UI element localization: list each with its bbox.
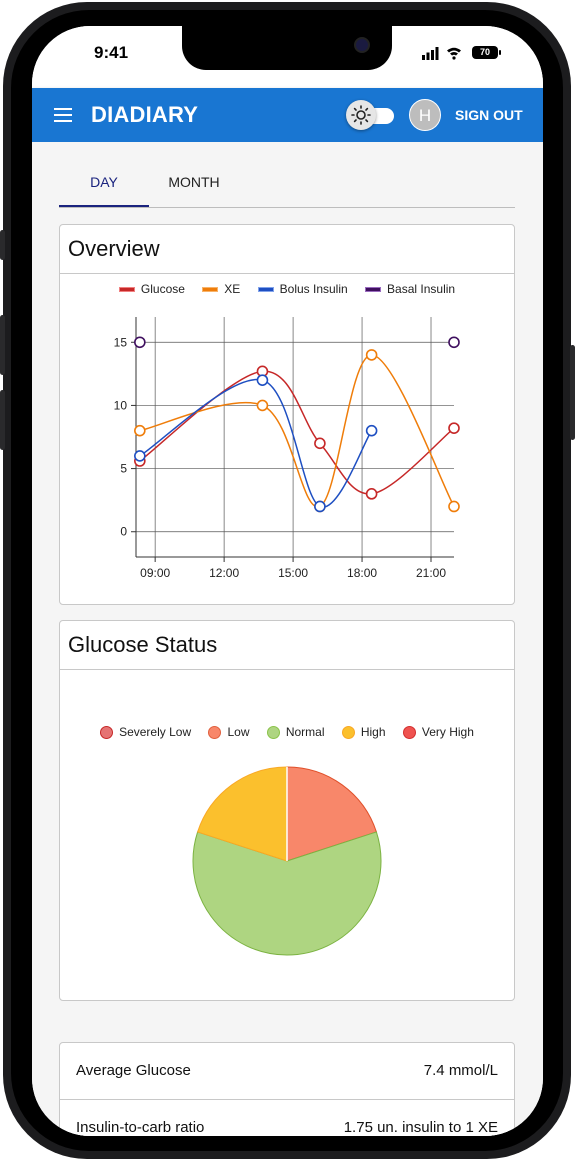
volume-down-button (0, 390, 5, 450)
x-tick-label: 09:00 (140, 566, 170, 580)
overview-line-chart: 09:00 12:00 15:00 18:00 21:00 0 5 10 15 (114, 317, 460, 580)
legend-item-normal[interactable]: Normal (266, 725, 325, 740)
tab-indicator (59, 205, 149, 207)
y-tick-label: 15 (114, 335, 128, 349)
pie-slice-normal[interactable] (192, 831, 382, 956)
stat-value: 7.4 mmol/L (423, 1062, 498, 1079)
series-line-bolus-insulin (139, 378, 373, 508)
stat-value: 1.75 un. insulin to 1 XE (343, 1119, 498, 1136)
data-point-glucose[interactable] (448, 422, 460, 434)
y-tick-label: 5 (120, 462, 127, 476)
sign-out-button[interactable]: SIGN OUT (455, 107, 523, 123)
stat-row-average-glucose: Average Glucose 7.4 mmol/L (60, 1043, 514, 1100)
front-camera-icon (354, 37, 370, 53)
legend-swatch (402, 726, 416, 740)
legend-label: High (360, 725, 386, 739)
power-button (570, 345, 575, 440)
series-line-xe (139, 354, 455, 508)
legend-swatch (365, 287, 382, 293)
x-tick-label: 21:00 (416, 566, 446, 580)
x-tick-label: 18:00 (347, 566, 377, 580)
data-point-glucose[interactable] (314, 437, 326, 450)
stat-row-insulin-to-carb-ratio: Insulin-to-carb ratio 1.75 un. insulin t… (60, 1100, 514, 1136)
legend-swatch (202, 287, 219, 293)
volume-up-button (0, 315, 5, 375)
legend-item-glucose[interactable]: Glucose (118, 282, 185, 296)
sun-icon (351, 105, 371, 125)
data-point-bolus-insulin[interactable] (134, 450, 146, 462)
legend-label: Normal (285, 725, 325, 739)
legend-swatch (341, 726, 355, 740)
y-tick-label: 10 (114, 398, 128, 412)
data-point-xe[interactable] (134, 424, 146, 437)
legend-label: Low (227, 725, 250, 739)
data-point-basal-insulin[interactable] (448, 336, 460, 349)
legend-item-severely-low[interactable]: Severely Low (100, 725, 192, 740)
menu-icon[interactable] (54, 108, 72, 122)
legend-item-basal-insulin[interactable]: Basal Insulin (365, 282, 455, 296)
view-tabs: DAY MONTH (59, 162, 515, 208)
legend-item-very-high[interactable]: Very High (402, 725, 474, 740)
app-title: DIADIARY (91, 102, 199, 127)
status-time: 9:41 (94, 43, 129, 62)
avatar[interactable]: H (409, 99, 441, 131)
legend-label: Bolus Insulin (279, 282, 348, 296)
data-point-xe[interactable] (365, 349, 378, 361)
legend-item-xe[interactable]: XE (202, 282, 240, 296)
stat-label: Insulin-to-carb ratio (76, 1119, 205, 1136)
tab-day[interactable]: DAY (90, 174, 118, 190)
data-point-bolus-insulin[interactable] (256, 374, 269, 386)
data-point-bolus-insulin[interactable] (365, 424, 378, 437)
overview-card: Overview Glucose XE Bolus Insulin Basal … (59, 224, 515, 605)
glucose-status-card: Glucose Status Severely Low Low Normal H… (59, 620, 515, 1001)
overview-title: Overview (60, 225, 514, 274)
data-point-xe[interactable] (256, 399, 269, 412)
series-line-glucose (139, 370, 455, 495)
app-bar: DIADIARY H SIGN OUT (32, 88, 543, 142)
legend-label: Glucose (140, 282, 185, 296)
screen: 9:41 70 DIADIARY (32, 26, 543, 1136)
pie-legend: Severely Low Low Normal High Very High (60, 725, 514, 740)
signal-wifi-icon (422, 47, 461, 60)
stats-card: Average Glucose 7.4 mmol/L Insulin-to-ca… (59, 1042, 515, 1136)
legend-label: Very High (421, 725, 474, 739)
silent-switch (0, 230, 5, 260)
battery-icon: 70 (472, 46, 501, 59)
stat-label: Average Glucose (76, 1062, 191, 1079)
status-bar: 9:41 70 (32, 26, 543, 88)
legend-label: Severely Low (119, 725, 192, 739)
glucose-status-title: Glucose Status (60, 621, 514, 670)
pie-slice-high[interactable] (196, 766, 288, 862)
data-point-glucose[interactable] (365, 488, 378, 500)
legend-item-high[interactable]: High (341, 725, 386, 740)
legend-item-bolus-insulin[interactable]: Bolus Insulin (257, 282, 348, 296)
data-point-xe[interactable] (448, 500, 460, 513)
legend-label: XE (224, 282, 241, 296)
theme-toggle[interactable] (346, 100, 396, 130)
main-content: DAY MONTH Overview Glucose XE Bolus Insu… (32, 142, 543, 1136)
glucose-status-pie-chart (192, 766, 382, 956)
tab-month[interactable]: MONTH (168, 174, 220, 190)
y-tick-label: 0 (120, 525, 127, 539)
dynamic-island (182, 26, 392, 70)
legend-label: Basal Insulin (387, 282, 456, 296)
legend-item-low[interactable]: Low (208, 725, 250, 740)
legend-swatch (257, 287, 274, 293)
data-point-basal-insulin[interactable] (134, 336, 146, 349)
data-point-bolus-insulin[interactable] (314, 500, 326, 513)
pie-slice-low[interactable] (286, 766, 378, 862)
legend-swatch (266, 726, 280, 740)
x-tick-label: 15:00 (278, 566, 308, 580)
legend-swatch (118, 287, 135, 293)
legend-swatch (208, 726, 222, 740)
toggle-thumb (346, 100, 376, 130)
x-tick-label: 12:00 (209, 566, 239, 580)
overview-legend: Glucose XE Bolus Insulin Basal Insulin (60, 282, 514, 296)
legend-swatch (100, 726, 114, 740)
